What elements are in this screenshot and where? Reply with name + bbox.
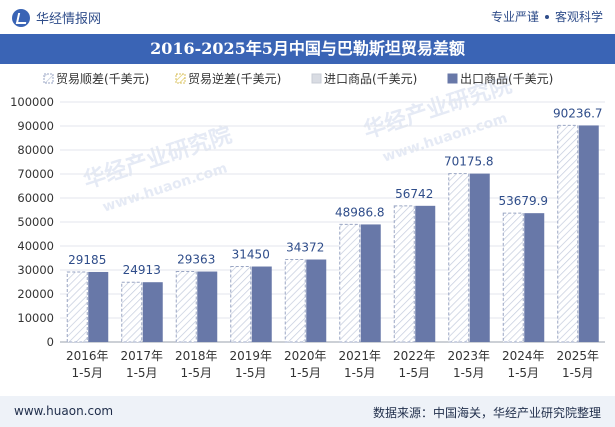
x-tick-label: 2016年 xyxy=(66,349,109,363)
brand-name: 华经情报网 xyxy=(36,12,102,27)
surplus-bar[interactable] xyxy=(502,212,524,343)
surplus-bar[interactable] xyxy=(284,259,306,343)
export-bar[interactable] xyxy=(469,173,490,342)
data-label: 53679.9 xyxy=(498,194,548,208)
data-labels: 29185 24913 29363 31450 34372 48986.8 56742 701… xyxy=(68,106,602,277)
data-label: 24913 xyxy=(123,263,161,277)
slogan-left: 专业严谨 xyxy=(490,10,539,24)
y-tick-label: 50000 xyxy=(17,215,54,229)
legend-label: 出口商品(千美元) xyxy=(460,71,553,86)
data-label: 29363 xyxy=(177,253,215,267)
x-tick-label: 1-5月 xyxy=(126,366,158,380)
x-tick-label: 1-5月 xyxy=(562,366,594,380)
legend-swatch-icon xyxy=(447,73,458,84)
y-tick-label: 70000 xyxy=(17,167,54,181)
surplus-bar[interactable] xyxy=(557,124,579,343)
legend-swatch-icon xyxy=(43,73,54,84)
data-label: 90236.7 xyxy=(553,106,603,120)
x-tick-label: 1-5月 xyxy=(71,366,103,380)
y-tick-label: 80000 xyxy=(17,143,54,157)
y-tick-label: 40000 xyxy=(17,239,54,253)
x-tick-label: 2021年 xyxy=(338,349,381,363)
export-bar[interactable] xyxy=(88,271,109,342)
surplus-bar[interactable] xyxy=(230,266,252,343)
separator-dot-icon xyxy=(544,14,549,19)
export-bar[interactable] xyxy=(415,205,436,342)
export-bar[interactable] xyxy=(251,266,272,342)
slogan: 专业严谨 客观科学 xyxy=(491,8,603,25)
footer: www.huaon.com 数据来源：中国海关，华经产业研究院整理 xyxy=(0,396,615,427)
x-tick-label: 1-5月 xyxy=(289,366,321,380)
legend-item[interactable]: 进口商品(千美元) xyxy=(311,71,417,86)
data-label: 34372 xyxy=(286,241,324,255)
legend-label: 进口商品(千美元) xyxy=(324,71,417,86)
surplus-bar[interactable] xyxy=(121,281,143,343)
data-label: 48986.8 xyxy=(335,205,385,219)
bar-chart: 贸易顺差(千美元) 贸易逆差(千美元) 进口商品(千美元) 出口商品(千美元) 0 10… xyxy=(10,71,605,380)
legend-item[interactable]: 贸易逆差(千美元) xyxy=(175,71,281,86)
legend-item[interactable]: 出口商品(千美元) xyxy=(447,71,553,86)
x-axis: 2016年 1-5月 2017年 1-5月 2018年 1-5月 2019年 1-5月 2020… xyxy=(66,349,599,380)
export-bar[interactable] xyxy=(197,271,218,342)
chart-title: 2016-2025年5月中国与巴勒斯坦贸易差额 xyxy=(0,34,615,64)
y-tick-label: 60000 xyxy=(17,191,54,205)
legend-swatch-icon xyxy=(175,73,186,84)
export-bar[interactable] xyxy=(142,282,163,342)
brand-logo-icon xyxy=(12,8,30,27)
x-tick-label: 1-5月 xyxy=(507,366,539,380)
legend-label: 贸易顺差(千美元) xyxy=(56,72,149,86)
legend-item[interactable]: 贸易顺差(千美元) xyxy=(43,72,149,86)
export-bar[interactable] xyxy=(524,213,545,342)
export-bar[interactable] xyxy=(306,259,327,342)
surplus-bar[interactable] xyxy=(175,271,197,343)
surplus-bar[interactable] xyxy=(393,205,415,343)
x-tick-label: 2020年 xyxy=(284,349,327,363)
x-tick-label: 2025年 xyxy=(556,349,599,363)
legend-swatch-icon xyxy=(311,73,322,84)
export-bar[interactable] xyxy=(578,125,599,342)
y-tick-label: 100000 xyxy=(10,95,54,109)
y-tick-label: 20000 xyxy=(17,287,54,301)
y-tick-label: 90000 xyxy=(17,119,54,133)
x-tick-label: 1-5月 xyxy=(398,366,430,380)
x-tick-label: 1-5月 xyxy=(180,366,212,380)
surplus-bar[interactable] xyxy=(66,271,88,343)
data-label: 70175.8 xyxy=(444,155,494,169)
surplus-bar[interactable] xyxy=(448,173,470,343)
footer-website[interactable]: www.huaon.com xyxy=(14,404,114,418)
legend-label: 贸易逆差(千美元) xyxy=(188,71,281,86)
slogan-right: 客观科学 xyxy=(554,10,603,24)
data-label: 56742 xyxy=(395,187,433,201)
x-tick-label: 2017年 xyxy=(120,349,163,363)
x-tick-label: 1-5月 xyxy=(453,366,485,380)
data-label: 31450 xyxy=(232,248,270,262)
data-label: 29185 xyxy=(68,253,106,267)
brand[interactable]: 华经情报网 xyxy=(12,8,101,27)
legend: 贸易顺差(千美元) 贸易逆差(千美元) 进口商品(千美元) 出口商品(千美元) xyxy=(43,71,553,86)
footer-source: 数据来源：中国海关，华经产业研究院整理 xyxy=(372,406,601,420)
bars xyxy=(66,124,599,343)
export-bar[interactable] xyxy=(360,224,381,342)
x-tick-label: 1-5月 xyxy=(344,366,376,380)
top-bar: 华经情报网 专业严谨 客观科学 xyxy=(0,0,615,34)
y-tick-label: 30000 xyxy=(17,263,54,277)
x-tick-label: 2022年 xyxy=(393,349,436,363)
y-tick-label: 10000 xyxy=(17,311,54,325)
x-tick-label: 2018年 xyxy=(175,349,218,363)
x-tick-label: 1-5月 xyxy=(235,366,267,380)
x-tick-label: 2023年 xyxy=(447,349,490,363)
surplus-bar[interactable] xyxy=(339,223,361,343)
x-tick-label: 2024年 xyxy=(502,349,545,363)
y-tick-label: 0 xyxy=(47,335,54,349)
x-tick-label: 2019年 xyxy=(229,349,272,363)
